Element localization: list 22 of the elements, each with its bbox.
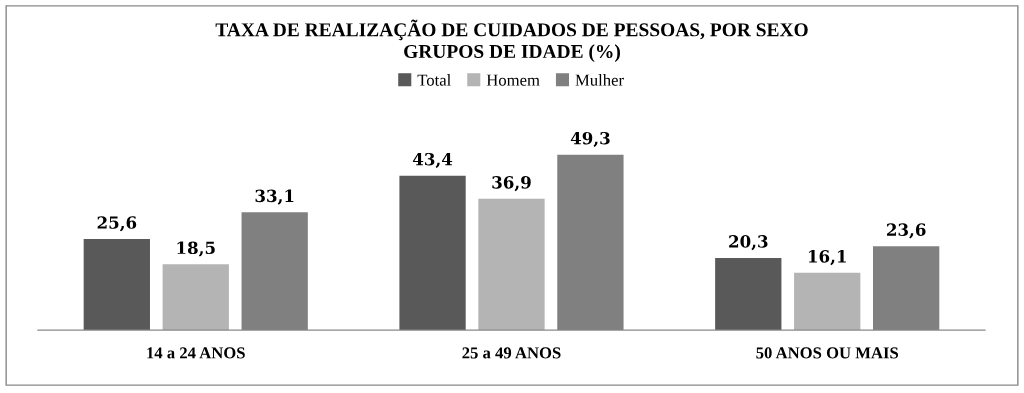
data-label: 20,3 xyxy=(729,235,768,251)
x-tick-label: 50 ANOS OU MAIS xyxy=(756,347,899,359)
data-label: 49,3 xyxy=(570,131,610,148)
chart-title: TAXA DE REALIZAÇÃO DE CUIDADOS DE PESSOAS, POR SEXO GRUPOS DE IDADE (%) xyxy=(215,19,808,62)
data-label: 43,4 xyxy=(412,152,453,169)
data-label: 18,5 xyxy=(177,241,215,257)
legend-label: Total xyxy=(417,74,451,86)
bar xyxy=(399,175,466,331)
x-tick-label: 25 a 49 ANOS xyxy=(462,347,561,359)
bar xyxy=(478,198,545,331)
bar xyxy=(794,272,861,331)
bar xyxy=(162,264,229,331)
data-label: 23,6 xyxy=(886,223,926,239)
bar xyxy=(83,239,150,331)
x-tick-label: 14 a 24 ANOS xyxy=(147,347,245,359)
data-label: 33,1 xyxy=(255,189,294,205)
data-label: 25,6 xyxy=(97,216,137,232)
legend-label: Mulher xyxy=(575,74,624,86)
data-label: 16,1 xyxy=(808,250,846,266)
bar xyxy=(715,257,782,331)
legend-label: Homem xyxy=(486,74,540,86)
data-label: 36,9 xyxy=(492,176,531,192)
